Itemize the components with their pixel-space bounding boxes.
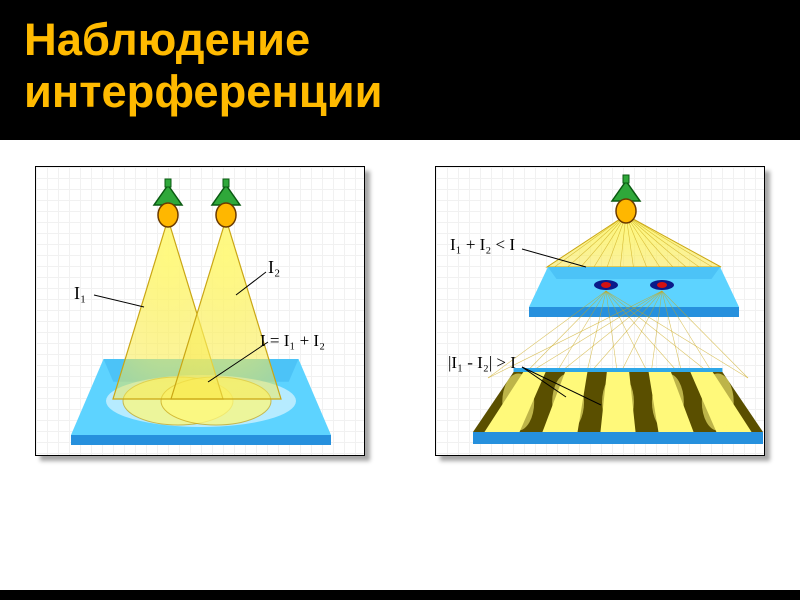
label-lower-inequality: |I₁ - I₂| > I [448, 353, 516, 373]
panel-two-lamps: I₁ I₂ I = I₁ + I₂ [35, 166, 365, 456]
label-i2: I₂ [268, 257, 280, 278]
diagram-interference [436, 167, 766, 457]
panel-interference: I₁ + I₂ < I |I₁ - I₂| > I [435, 166, 765, 456]
content-area: I₁ I₂ I = I₁ + I₂ I₁ + I₂ < I |I₁ - I₂| … [0, 140, 800, 590]
slide-title: Наблюдение интерференции [0, 0, 800, 122]
label-upper-inequality: I₁ + I₂ < I [450, 235, 515, 255]
title-line-2: интерференции [24, 66, 776, 118]
diagram-two-lamps [36, 167, 366, 457]
label-i1: I₁ [74, 283, 86, 304]
label-sum: I = I₁ + I₂ [260, 331, 325, 351]
title-line-1: Наблюдение [24, 14, 776, 66]
